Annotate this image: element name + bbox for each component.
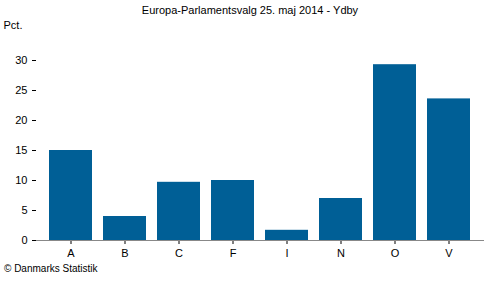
svg-text:20: 20: [15, 114, 27, 126]
html-text:Europa-Parlamentsvalg 25. maj: Europa-Parlamentsvalg 25. maj 2014 - Ydb…: [141, 4, 359, 16]
svg-text:5: 5: [21, 204, 27, 216]
svg-text:A: A: [67, 247, 75, 259]
html-text:© Danmarks Statistik: © Danmarks Statistik: [4, 263, 98, 274]
svg-text:B: B: [121, 247, 128, 259]
svg-text:O: O: [391, 247, 400, 259]
svg-text:C: C: [175, 247, 183, 259]
svg-text:0: 0: [21, 234, 27, 246]
svg-text:30: 30: [15, 54, 27, 66]
svg-text:N: N: [337, 247, 345, 259]
svg-text:Pct.: Pct.: [4, 19, 23, 31]
svg-text:V: V: [445, 247, 453, 259]
svg-text:15: 15: [15, 144, 27, 156]
svg-text:25: 25: [15, 84, 27, 96]
svg-text:F: F: [230, 247, 237, 259]
svg-text:10: 10: [15, 174, 27, 186]
svg-text:I: I: [285, 247, 288, 259]
